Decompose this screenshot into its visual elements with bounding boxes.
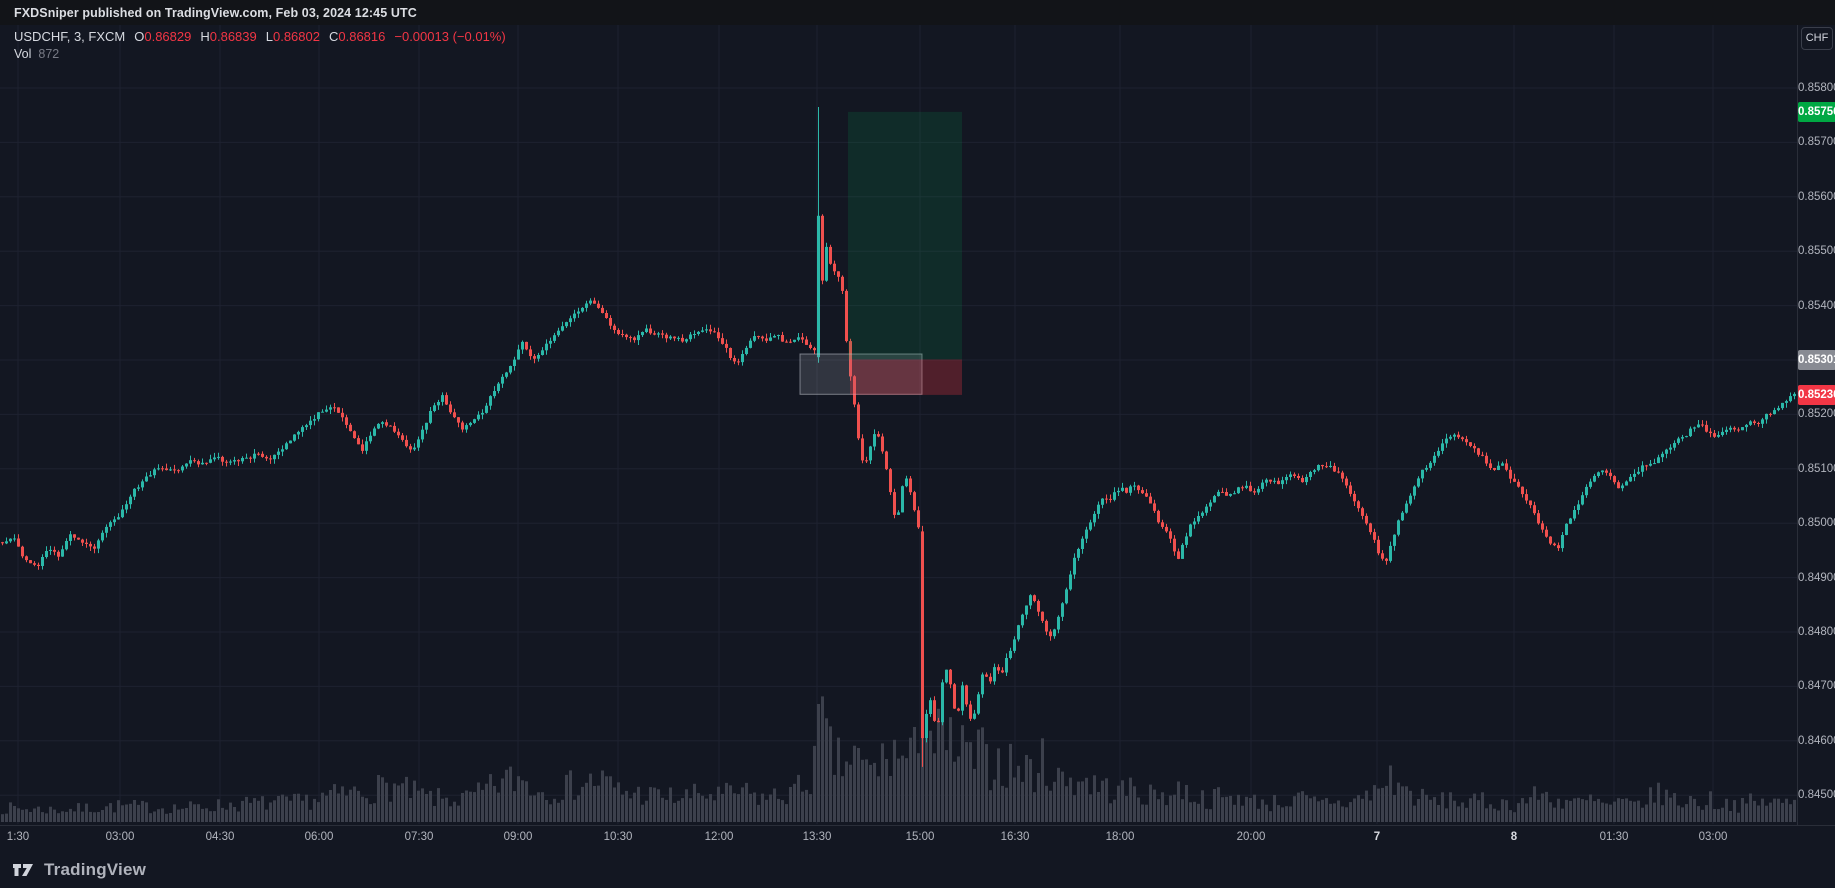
time-axis-tick: 16:30 <box>1000 831 1030 843</box>
footer-bar: TradingView <box>0 853 1835 888</box>
high-prefix: H <box>200 29 210 44</box>
published-text: FXDSniper published on TradingView.com, … <box>14 5 417 20</box>
price-flag-0.85756: 0.85756 <box>1798 101 1835 122</box>
price-chart-canvas[interactable] <box>0 0 1797 825</box>
time-axis-tick: 12:00 <box>704 831 734 843</box>
symbol-legend[interactable]: USDCHF, 3, FXCM O0.86829 H0.86839 L0.86802 C… <box>14 29 506 44</box>
time-axis-tick: 8 <box>1510 831 1518 843</box>
high-value: 0.86839 <box>209 29 257 44</box>
time-axis-tick: 07:30 <box>404 831 434 843</box>
tradingview-logo[interactable]: TradingView <box>12 860 146 880</box>
change-value: −0.00013 (−0.01%) <box>394 29 506 44</box>
price-flag-0.85236: 0.85236 <box>1798 384 1835 405</box>
low-prefix: L <box>265 29 273 44</box>
time-axis-tick: 13:30 <box>802 831 832 843</box>
tradingview-logo-text: TradingView <box>44 860 147 879</box>
open-prefix: O <box>134 29 145 44</box>
time-axis-tick: 06:00 <box>304 831 334 843</box>
time-axis-tick: 18:00 <box>1105 831 1135 843</box>
time-axis-tick: 03:00 <box>1698 831 1728 843</box>
published-bar: FXDSniper published on TradingView.com, … <box>0 0 1835 25</box>
close-value: 0.86816 <box>338 29 386 44</box>
open-value: 0.86829 <box>144 29 192 44</box>
symbol-title[interactable]: USDCHF, 3, FXCM <box>14 29 126 44</box>
time-axis-tick: 01:30 <box>1599 831 1629 843</box>
time-axis-tick: 7 <box>1373 831 1381 843</box>
time-axis-tick: 20:00 <box>1236 831 1266 843</box>
volume-legend[interactable]: Vol 872 <box>14 47 59 61</box>
currency-toggle-button[interactable]: CHF <box>1801 27 1833 50</box>
time-axis-tick: 03:00 <box>105 831 135 843</box>
volume-label: Vol <box>14 47 32 61</box>
low-value: 0.86802 <box>272 29 320 44</box>
volume-value: 872 <box>38 47 60 61</box>
close-prefix: C <box>328 29 339 44</box>
tradingview-logo-icon <box>13 864 33 876</box>
time-axis-tick: 04:30 <box>205 831 235 843</box>
time-axis-tick: 15:00 <box>905 831 935 843</box>
time-axis-tick: 1:30 <box>6 831 30 843</box>
price-flag-0.85301: 0.85301 <box>1798 349 1835 370</box>
time-axis[interactable]: 1:30 03:00 04:30 06:00 07:30 09:00 10:30 12:00 1… <box>0 825 1835 853</box>
time-axis-tick: 09:00 <box>503 831 533 843</box>
time-axis-tick: 10:30 <box>603 831 633 843</box>
